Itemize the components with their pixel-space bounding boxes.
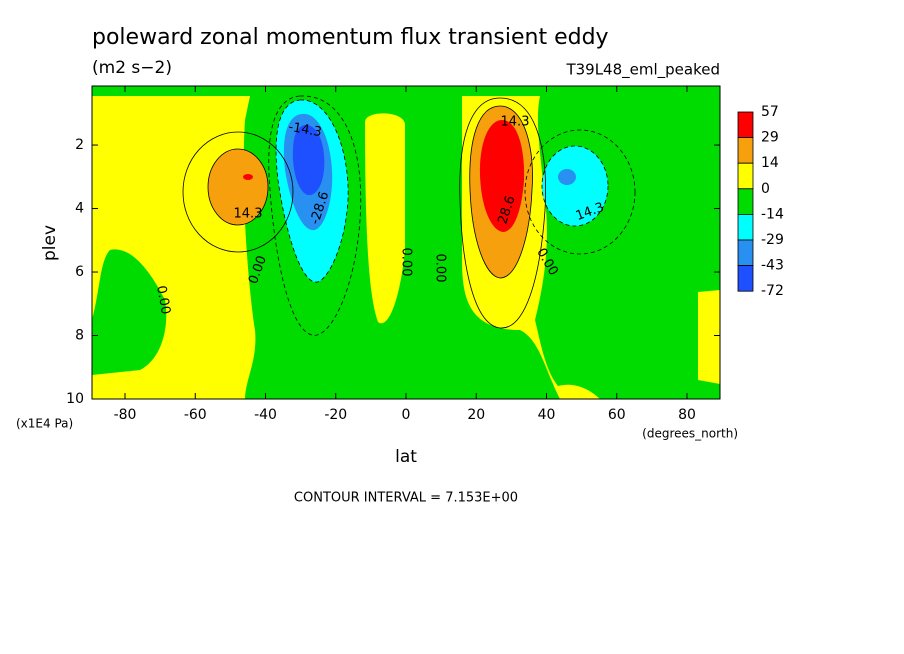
colorbar-box <box>737 162 754 190</box>
colorbar-label: 14 <box>761 155 779 171</box>
x-tick-label: -80 <box>114 407 137 423</box>
field-region <box>243 174 253 180</box>
contour-label: -14.3 <box>287 120 323 141</box>
x-tick-label: -40 <box>254 407 277 423</box>
colorbar-label: -72 <box>761 283 784 299</box>
contour-line <box>182 131 294 253</box>
colorbar-box <box>737 137 754 164</box>
contour-label: 14.3 <box>501 115 530 130</box>
x-tick-label: 40 <box>538 407 556 423</box>
contour-line <box>469 105 533 279</box>
x-tick-label: -20 <box>324 407 347 423</box>
chart-subtitle: (m2 s−2) <box>92 58 172 78</box>
contour-line <box>268 95 362 336</box>
contour-label: 14.3 <box>234 207 263 222</box>
x-tick-label: -60 <box>184 407 207 423</box>
chart-title: poleward zonal momentum flux transient e… <box>92 25 609 50</box>
x-axis-label: lat <box>395 447 417 467</box>
contour-line <box>207 148 269 226</box>
colorbar-box <box>737 239 754 267</box>
contour-line <box>541 145 609 227</box>
x-unit: (degrees_north) <box>642 427 738 441</box>
y-axis-label: plev <box>40 225 60 261</box>
colorbar-label: 57 <box>761 104 779 120</box>
y-tick-label: 10 <box>66 391 84 407</box>
colorbar-label: 29 <box>761 130 779 146</box>
field-region <box>542 146 608 226</box>
field-region <box>292 124 325 196</box>
contour-label: 0.00 <box>153 284 173 315</box>
run-label: T39L48_eml_peaked <box>565 61 720 80</box>
x-tick-label: 80 <box>678 407 696 423</box>
colorbar-box <box>737 213 754 241</box>
x-tick-label: 60 <box>608 407 626 423</box>
colorbar-box <box>737 265 754 292</box>
field <box>92 86 720 399</box>
y-tick-label: 6 <box>75 264 84 280</box>
colorbar-label: -43 <box>761 258 784 274</box>
field-region <box>208 149 268 225</box>
footnote: CONTOUR INTERVAL = 7.153E+00 <box>294 491 518 506</box>
contour-line <box>524 129 636 255</box>
colorbar-label: -14 <box>761 206 784 222</box>
contour-label: 0.00 <box>399 248 414 277</box>
field-region <box>535 96 720 399</box>
field-region <box>365 113 405 324</box>
colorbar-label: 0 <box>761 181 770 197</box>
y-unit: (x1E4 Pa) <box>16 417 73 431</box>
contour-line <box>459 97 546 329</box>
field-region <box>479 120 525 232</box>
y-tick-label: 8 <box>75 328 84 344</box>
x-tick-label: 0 <box>402 407 411 423</box>
field-region <box>558 169 576 185</box>
x-tick-label: 20 <box>467 407 485 423</box>
contour-line <box>275 99 349 283</box>
colorbar-label: -29 <box>761 232 784 248</box>
field-region <box>92 249 167 375</box>
y-tick-label: 4 <box>75 201 84 217</box>
colorbar-box <box>737 111 754 139</box>
contour-label: 0.00 <box>433 254 448 283</box>
colorbar-box <box>737 188 754 215</box>
y-tick-label: 2 <box>75 137 84 153</box>
